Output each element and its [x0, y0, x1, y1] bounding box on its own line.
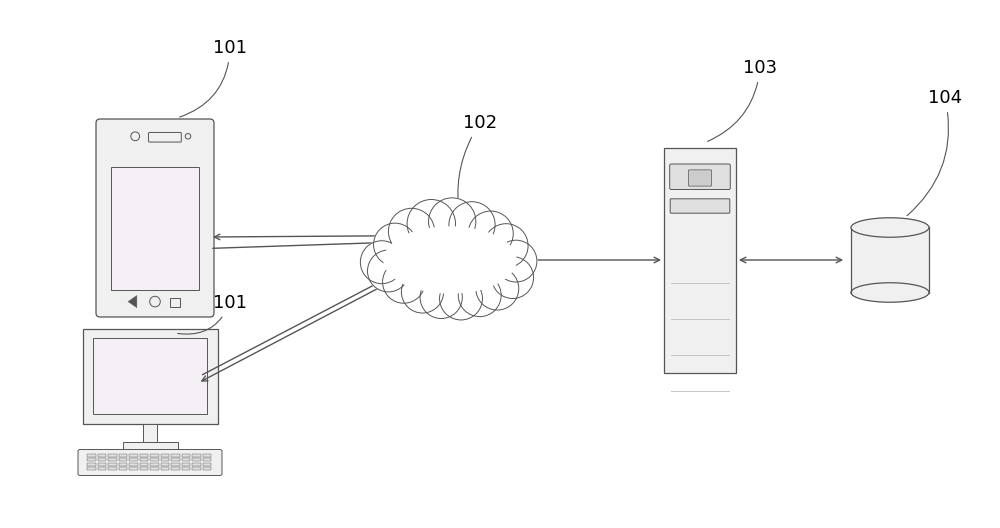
Bar: [664, 147, 736, 372]
Ellipse shape: [851, 283, 929, 302]
Circle shape: [492, 257, 534, 298]
Bar: [160, 458, 169, 461]
Bar: [98, 458, 106, 461]
Circle shape: [420, 276, 462, 318]
Bar: [182, 454, 190, 457]
Circle shape: [388, 209, 435, 254]
Bar: [129, 467, 138, 470]
Bar: [87, 454, 96, 457]
Bar: [98, 463, 106, 466]
Circle shape: [476, 267, 519, 310]
Circle shape: [495, 240, 537, 282]
Bar: [108, 458, 117, 461]
Bar: [93, 338, 207, 414]
Ellipse shape: [851, 218, 929, 237]
Bar: [129, 454, 138, 457]
Bar: [140, 454, 148, 457]
FancyBboxPatch shape: [148, 133, 181, 142]
Ellipse shape: [378, 220, 522, 299]
Bar: [119, 467, 127, 470]
Bar: [182, 467, 190, 470]
Circle shape: [429, 198, 476, 245]
Bar: [170, 298, 180, 307]
Bar: [140, 458, 148, 461]
Bar: [182, 463, 190, 466]
Bar: [108, 463, 117, 466]
Bar: [202, 467, 211, 470]
Circle shape: [440, 277, 482, 320]
Bar: [140, 463, 148, 466]
Text: 104: 104: [907, 89, 962, 215]
Circle shape: [360, 241, 403, 284]
FancyBboxPatch shape: [670, 164, 730, 190]
Bar: [202, 463, 211, 466]
Bar: [119, 454, 127, 457]
Bar: [160, 467, 169, 470]
Bar: [851, 228, 929, 293]
Circle shape: [374, 223, 416, 266]
Circle shape: [401, 271, 444, 313]
Text: 102: 102: [458, 114, 497, 215]
Bar: [171, 463, 180, 466]
Circle shape: [449, 202, 495, 248]
Circle shape: [368, 250, 409, 292]
Bar: [87, 458, 96, 461]
Bar: [119, 458, 127, 461]
Bar: [150, 454, 159, 457]
Bar: [87, 463, 96, 466]
Bar: [171, 467, 180, 470]
Bar: [98, 467, 106, 470]
Circle shape: [407, 200, 456, 248]
Bar: [129, 458, 138, 461]
Circle shape: [468, 211, 513, 256]
Bar: [192, 463, 201, 466]
Bar: [111, 167, 199, 290]
Polygon shape: [128, 296, 137, 308]
Bar: [82, 328, 218, 423]
Bar: [160, 463, 169, 466]
Bar: [108, 454, 117, 457]
Bar: [202, 454, 211, 457]
Bar: [202, 458, 211, 461]
Bar: [171, 454, 180, 457]
Circle shape: [383, 261, 425, 303]
Bar: [150, 463, 159, 466]
Circle shape: [458, 274, 501, 317]
Text: 101: 101: [180, 39, 247, 117]
Bar: [150, 458, 159, 461]
Bar: [143, 423, 157, 441]
Bar: [87, 467, 96, 470]
FancyBboxPatch shape: [96, 119, 214, 317]
Bar: [192, 454, 201, 457]
Text: 103: 103: [708, 59, 777, 142]
Bar: [192, 467, 201, 470]
Bar: [171, 458, 180, 461]
FancyBboxPatch shape: [670, 199, 730, 213]
Circle shape: [484, 224, 528, 268]
FancyBboxPatch shape: [688, 170, 712, 186]
Bar: [98, 454, 106, 457]
Bar: [150, 467, 159, 470]
Text: 101: 101: [178, 294, 247, 334]
Bar: [182, 458, 190, 461]
FancyBboxPatch shape: [78, 449, 222, 476]
Bar: [140, 467, 148, 470]
Bar: [160, 454, 169, 457]
Bar: [192, 458, 201, 461]
Bar: [129, 463, 138, 466]
Bar: [119, 463, 127, 466]
Bar: [123, 441, 178, 450]
Ellipse shape: [384, 227, 516, 293]
Bar: [108, 467, 117, 470]
